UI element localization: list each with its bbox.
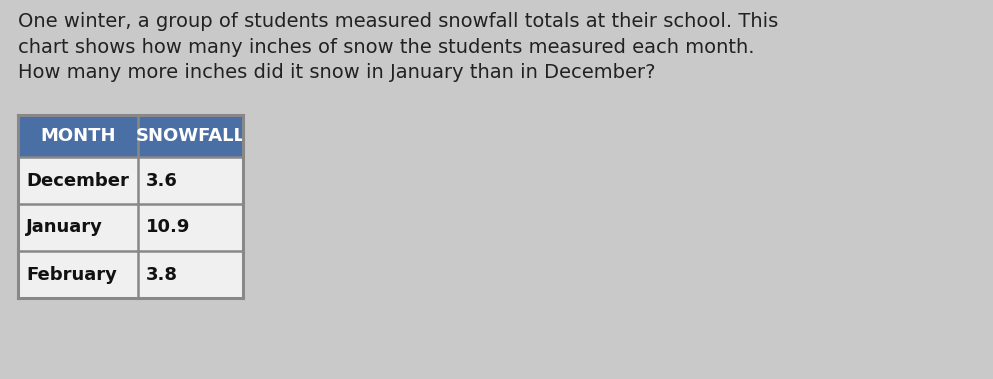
Text: 3.6: 3.6	[146, 172, 178, 190]
Bar	[18, 115, 243, 157]
Bar	[18, 204, 243, 251]
Text: 10.9: 10.9	[146, 219, 191, 236]
Text: January: January	[26, 219, 103, 236]
Text: December: December	[26, 172, 129, 190]
Text: SNOWFALL: SNOWFALL	[136, 127, 245, 145]
Bar	[18, 157, 243, 204]
Bar	[18, 251, 243, 298]
Text: One winter, a group of students measured snowfall totals at their school. This
c: One winter, a group of students measured…	[18, 12, 779, 83]
Text: February: February	[26, 266, 117, 283]
Text: 3.8: 3.8	[146, 266, 178, 283]
Text: MONTH: MONTH	[41, 127, 116, 145]
